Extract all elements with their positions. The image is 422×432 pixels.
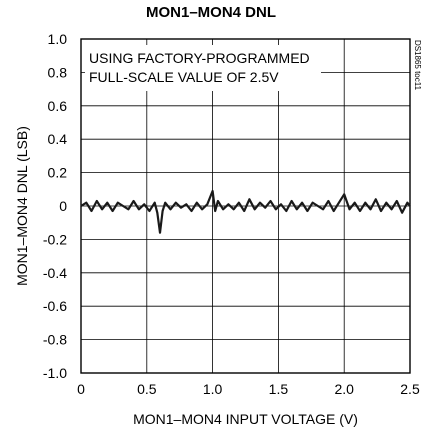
y-tick-label: 0.2 <box>48 165 68 181</box>
y-tick-label: 0.8 <box>48 64 68 80</box>
y-tick-label: 0 <box>59 198 67 214</box>
y-tick-label: 0.6 <box>48 98 68 114</box>
y-tick-label: 1.0 <box>48 31 68 47</box>
x-tick-label: 1.0 <box>203 381 223 397</box>
x-tick-label: 2.0 <box>334 381 354 397</box>
x-tick-labels: 0 0.5 1.0 1.5 2.0 2.5 <box>77 381 420 397</box>
x-tick-label: 0 <box>77 381 85 397</box>
figure-code: DS1865 toc11 <box>413 40 422 91</box>
chart-title: MON1–MON4 DNL <box>145 4 276 21</box>
x-tick-label: 0.5 <box>137 381 157 397</box>
y-tick-label: -0.6 <box>43 298 67 314</box>
y-tick-label: -1.0 <box>43 365 67 381</box>
annotation-line-2: FULL-SCALE VALUE OF 2.5V <box>89 69 279 85</box>
x-tick-label: 1.5 <box>269 381 289 397</box>
dnl-series-line <box>80 189 411 234</box>
y-tick-label: -0.8 <box>43 332 67 348</box>
annotation-line-1: USING FACTORY-PROGRAMMED <box>89 50 310 66</box>
y-axis-label: MON1–MON4 DNL (LSB) <box>14 126 30 286</box>
y-tick-label: -0.2 <box>43 231 67 247</box>
x-axis-label: MON1–MON4 INPUT VOLTAGE (V) <box>133 411 358 427</box>
y-tick-label: -0.4 <box>43 265 67 281</box>
x-tick-label: 2.5 <box>400 381 420 397</box>
y-tick-label: 0.4 <box>48 131 68 147</box>
annotation-background <box>85 45 321 91</box>
y-tick-labels: 1.0 0.8 0.6 0.4 0.2 0 -0.2 -0.4 -0.6 -0.8 -1.0 <box>43 31 67 381</box>
